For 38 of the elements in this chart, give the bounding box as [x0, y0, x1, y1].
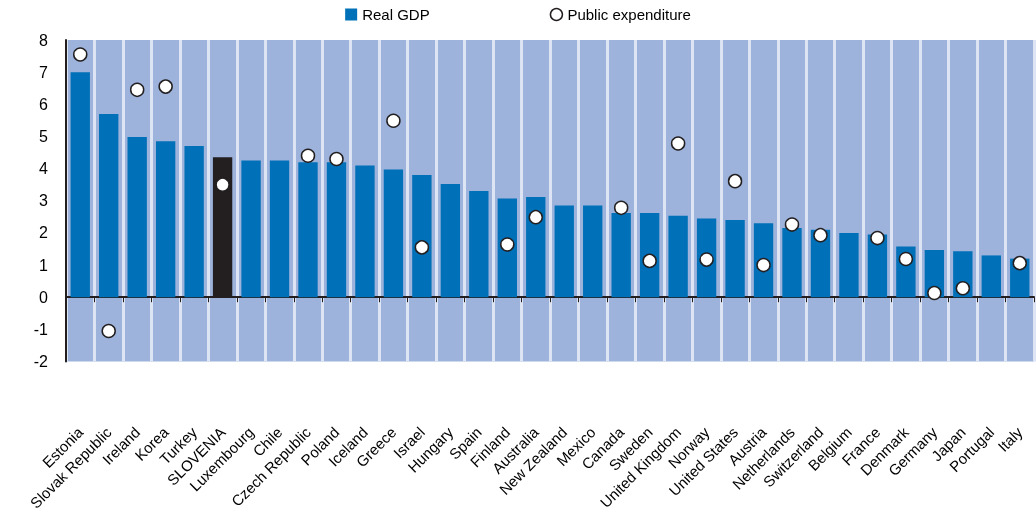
bar — [611, 212, 631, 298]
y-tick-label: 8 — [39, 31, 49, 49]
y-tick-label: 2 — [39, 224, 49, 242]
bar — [554, 205, 574, 298]
bar — [99, 113, 119, 298]
y-tick-label: 7 — [39, 63, 49, 81]
bar — [469, 191, 489, 298]
y-tick-label: 1 — [39, 256, 49, 274]
bar — [526, 196, 546, 298]
bar — [497, 198, 517, 298]
bar — [184, 146, 204, 298]
bar — [383, 169, 404, 298]
legend-label: Real GDP — [362, 6, 430, 23]
bar — [241, 160, 261, 298]
bar — [412, 175, 432, 298]
bar — [981, 255, 1001, 298]
bar — [583, 205, 603, 298]
bar — [782, 228, 802, 298]
bar — [269, 160, 290, 298]
y-tick-label: 6 — [39, 95, 49, 113]
y-tick-label: 4 — [39, 160, 49, 178]
bar — [440, 184, 461, 298]
bar — [70, 72, 90, 298]
y-tick-label: 5 — [39, 127, 49, 145]
bar — [155, 141, 176, 298]
bar — [668, 215, 688, 298]
bar — [298, 162, 318, 298]
legend-label: Public expenditure — [567, 6, 691, 23]
y-tick-label: 0 — [39, 288, 49, 306]
bar — [326, 162, 347, 298]
bar — [355, 165, 375, 298]
x-tick-label: Italy — [994, 423, 1027, 455]
bar — [127, 137, 147, 298]
bar — [725, 220, 745, 298]
y-tick-label: -2 — [33, 353, 49, 371]
bar — [839, 232, 859, 298]
y-tick-label: 3 — [39, 192, 49, 210]
y-tick-label: -1 — [33, 320, 49, 338]
